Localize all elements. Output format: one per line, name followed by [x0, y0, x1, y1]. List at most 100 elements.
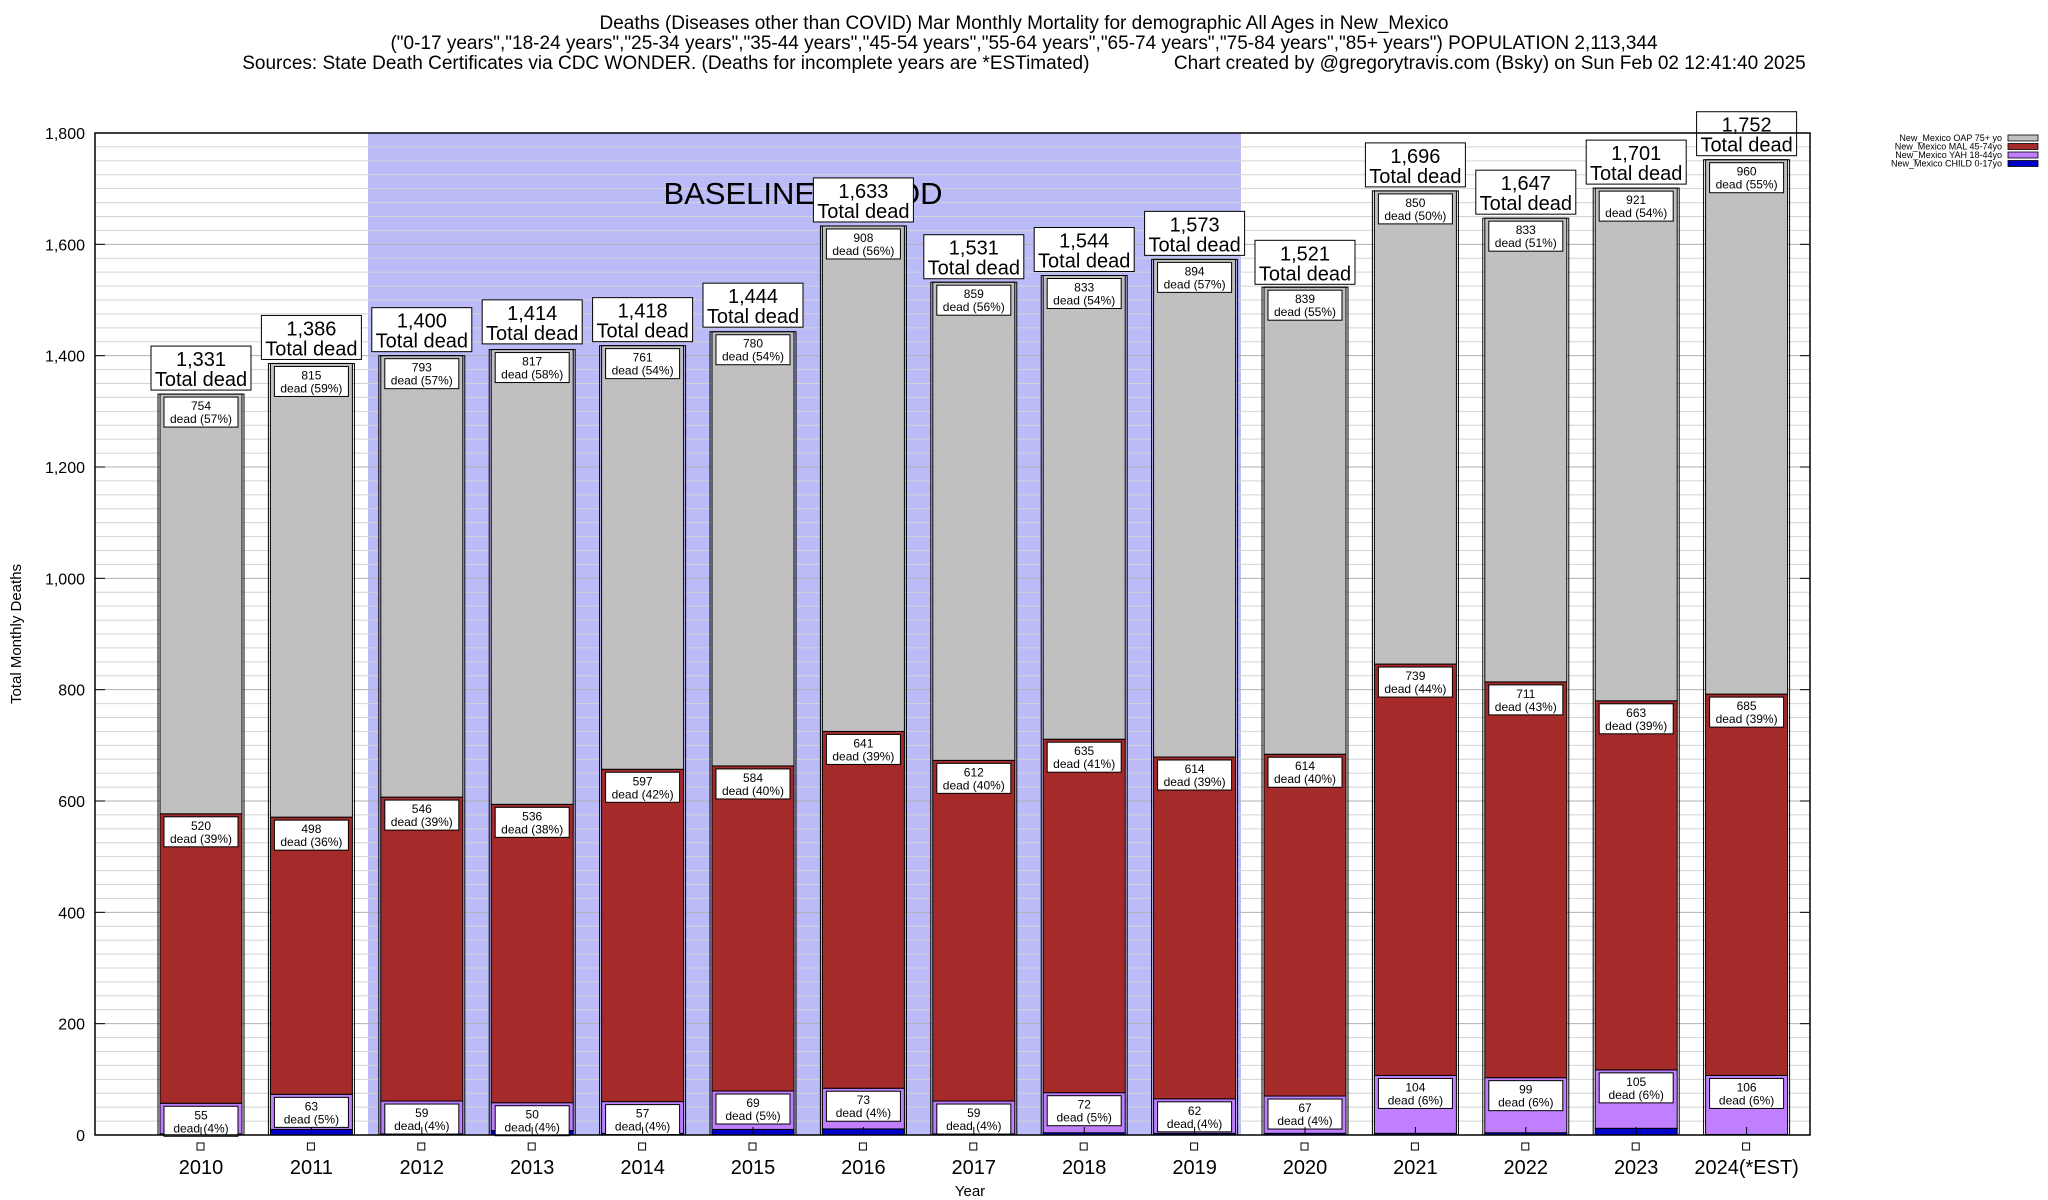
total-value-label: 1,400 [397, 311, 447, 333]
segment-label-box [715, 1093, 791, 1125]
segment-value-label: 536 [522, 809, 542, 823]
segment-value-label: 69 [746, 1096, 760, 1110]
chart-sources: Sources: State Death Certificates via CD… [242, 53, 1090, 74]
total-label-box [812, 177, 914, 223]
x-tick-label: 2019 [1172, 1157, 1217, 1179]
segment-value-label: 584 [743, 771, 763, 785]
bar-segment-mal-2014 [601, 768, 685, 1103]
total-suffix-label: Total dead [1480, 193, 1572, 215]
segment-percent-label: dead (54%) [1605, 206, 1667, 220]
legend-swatch [2007, 143, 2039, 150]
segment-percent-label: dead (4%) [1277, 1114, 1332, 1128]
segment-label-box [163, 396, 239, 428]
bar-segment-mal-2024 [1705, 693, 1789, 1076]
child-series-marker [527, 1142, 536, 1151]
total-suffix-label: Total dead [376, 331, 468, 353]
total-label-box [1475, 169, 1577, 215]
segment-label-box [1377, 666, 1453, 698]
segment-percent-label: dead (55%) [1716, 178, 1778, 192]
total-label-box [150, 345, 252, 391]
segment-value-label: 739 [1405, 669, 1425, 683]
total-value-label: 1,701 [1611, 143, 1661, 165]
segment-label-box [1046, 741, 1122, 773]
chart-title-block: Deaths (Diseases other than COVID) Mar M… [0, 14, 2048, 74]
segment-label-box [825, 733, 901, 765]
bar-segment-oap-2017 [932, 281, 1016, 761]
bar-segment-mal-2012 [380, 796, 464, 1102]
y-tick-label: 1,000 [45, 571, 85, 588]
total-suffix-label: Total dead [817, 201, 909, 223]
x-tick-label: 2010 [179, 1157, 224, 1179]
total-suffix-label: Total dead [1369, 166, 1461, 188]
total-label-box [371, 307, 473, 353]
segment-value-label: 50 [526, 1108, 540, 1122]
total-suffix-label: Total dead [265, 338, 357, 360]
segment-value-label: 106 [1737, 1080, 1757, 1094]
segment-label-box [715, 768, 791, 800]
total-value-label: 1,633 [838, 181, 888, 203]
segment-percent-label: dead (40%) [943, 778, 1005, 792]
segment-percent-label: dead (6%) [1609, 1088, 1664, 1102]
total-label-box [592, 297, 694, 343]
total-value-label: 1,418 [618, 301, 668, 323]
segment-percent-label: dead (4%) [836, 1106, 891, 1120]
total-label-box [923, 234, 1025, 280]
segment-percent-label: dead (5%) [725, 1109, 780, 1123]
bar-segment-oap-2021 [1373, 190, 1457, 665]
bar-segment-mal-2011 [269, 816, 353, 1095]
segment-value-label: 498 [301, 822, 321, 836]
segment-value-label: 685 [1737, 699, 1757, 713]
total-value-label: 1,544 [1059, 231, 1109, 253]
y-tick-label: 1,600 [45, 237, 85, 254]
segment-value-label: 711 [1516, 687, 1535, 701]
y-tick-label: 600 [58, 794, 85, 811]
chart-sources-line: Sources: State Death Certificates via CD… [0, 54, 2048, 74]
y-tick-label: 0 [76, 1128, 85, 1145]
segment-value-label: 520 [191, 819, 211, 833]
bar-segment-mal-2020 [1263, 753, 1347, 1097]
total-value-label: 1,647 [1501, 173, 1551, 195]
segment-label-box [1046, 1095, 1122, 1127]
segment-label-box [1488, 1080, 1564, 1112]
segment-value-label: 780 [743, 337, 763, 351]
segment-percent-label: dead (57%) [391, 374, 453, 388]
x-tick-label: 2012 [400, 1157, 445, 1179]
total-suffix-label: Total dead [596, 321, 688, 343]
segment-label-box [384, 799, 460, 831]
segment-percent-label: dead (39%) [832, 749, 894, 763]
child-series-marker [1410, 1142, 1419, 1151]
bar-segment-oap-2011 [269, 362, 353, 818]
segment-percent-label: dead (36%) [280, 835, 342, 849]
segment-percent-label: dead (39%) [1164, 775, 1226, 789]
segment-label-box [1598, 190, 1674, 222]
segment-percent-label: dead (6%) [1388, 1093, 1443, 1107]
y-tick-label: 1,200 [45, 460, 85, 477]
segment-percent-label: dead (51%) [1495, 236, 1557, 250]
segment-value-label: 635 [1074, 744, 1094, 758]
segment-value-label: 793 [412, 361, 432, 375]
child-series-marker [969, 1142, 978, 1151]
bar-segment-oap-2020 [1263, 286, 1347, 755]
total-suffix-label: Total dead [1038, 251, 1130, 273]
x-tick-label: 2017 [952, 1157, 997, 1179]
segment-label-box [825, 228, 901, 260]
segment-value-label: 839 [1295, 292, 1315, 306]
x-tick-label: 2011 [290, 1157, 333, 1179]
total-value-label: 1,331 [176, 349, 226, 371]
legend-label: New_Mexico MAL 45-74yo [1895, 142, 2002, 152]
bar-segment-oap-2022 [1484, 217, 1568, 683]
segment-label-box [163, 816, 239, 848]
legend-swatch [2007, 151, 2039, 159]
total-value-label: 1,444 [728, 286, 778, 308]
segment-value-label: 63 [305, 1099, 319, 1113]
segment-label-box [1377, 1077, 1453, 1109]
segment-value-label: 597 [633, 774, 653, 788]
total-suffix-label: Total dead [1148, 234, 1240, 256]
segment-percent-label: dead (5%) [1057, 1111, 1112, 1125]
x-tick-label: 2020 [1283, 1157, 1328, 1179]
total-suffix-label: Total dead [1259, 263, 1351, 285]
total-value-label: 1,696 [1390, 146, 1440, 168]
segment-label-box [605, 348, 681, 380]
segment-percent-label: dead (41%) [1053, 757, 1115, 771]
